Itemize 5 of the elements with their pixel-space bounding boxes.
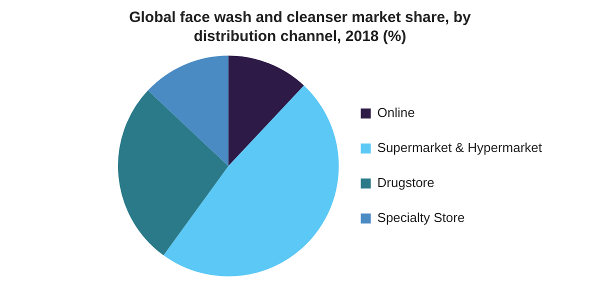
legend-label: Online bbox=[377, 105, 415, 120]
legend-label: Specialty Store bbox=[377, 210, 465, 226]
legend-label: Supermarket & Hypermarket bbox=[377, 140, 542, 156]
legend-label: Drugstore bbox=[377, 175, 434, 190]
chart-title: Global face wash and cleanser market share, by distribution channel, 2018 (%) bbox=[128, 8, 472, 46]
